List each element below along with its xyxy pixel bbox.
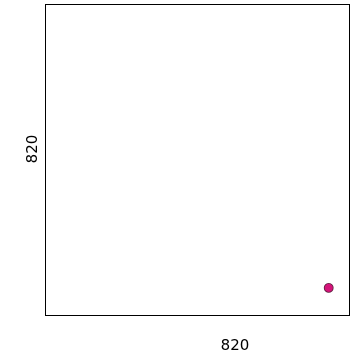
data-points <box>323 282 334 293</box>
x-axis-label: 820 <box>221 336 250 354</box>
scatter-point <box>323 282 334 293</box>
y-axis-label: 820 <box>23 135 41 164</box>
plot-area-frame <box>45 4 350 316</box>
